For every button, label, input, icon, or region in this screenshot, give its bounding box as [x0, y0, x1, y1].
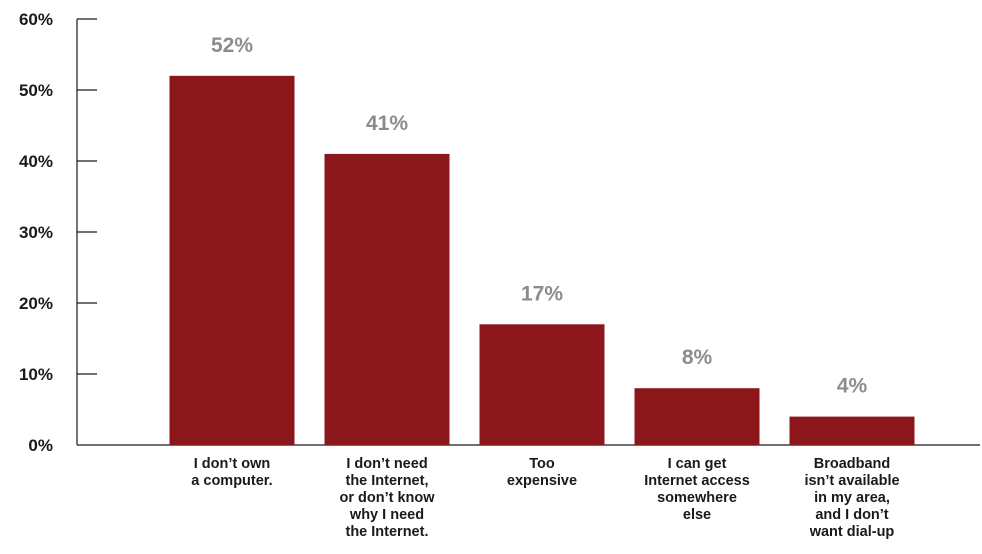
bars-group — [169, 75, 915, 446]
y-tick-label: 0% — [28, 436, 53, 455]
data-label: 41% — [366, 112, 408, 135]
y-tick-label: 10% — [19, 365, 53, 384]
data-label: 17% — [521, 282, 563, 305]
category-label-line: I can get — [668, 456, 727, 472]
category-label-line: Internet access — [644, 473, 750, 489]
labels-group: 52% I don’t own a computer. 41% I don’t need… — [191, 34, 899, 540]
category-label-line: I don’t need — [346, 456, 427, 472]
bar — [634, 388, 760, 445]
category-label-line: want dial-up — [809, 524, 895, 540]
category-label-line: somewhere — [657, 490, 737, 506]
category-label-line: I don’t own — [194, 456, 271, 472]
data-label: 8% — [682, 346, 713, 369]
category-label-line: why I need — [349, 507, 424, 523]
data-label: 52% — [211, 34, 253, 57]
y-tick-label: 50% — [19, 81, 53, 100]
category-label-line: Broadband — [814, 456, 891, 472]
category-label-line: the Internet, — [346, 473, 429, 489]
data-label: 4% — [837, 375, 868, 398]
category-label: I don’t need the Internet, or don’t know wh… — [339, 456, 435, 540]
category-label: I don’t own a computer. — [191, 456, 272, 489]
bar — [789, 416, 915, 445]
category-label-line: isn’t available — [804, 473, 899, 489]
category-label-line: in my area, — [814, 490, 890, 506]
y-tick-label: 20% — [19, 294, 53, 313]
category-label: Broadband isn’t available in my area, and I… — [804, 456, 899, 540]
category-label-line: or don’t know — [339, 490, 435, 506]
y-tick-label: 40% — [19, 152, 53, 171]
category-label-line: and I don’t — [815, 507, 888, 523]
y-tick-label: 30% — [19, 223, 53, 242]
bar — [169, 75, 295, 446]
category-label-line: a computer. — [191, 473, 272, 489]
bar — [324, 153, 450, 445]
y-tick-label: 60% — [19, 10, 53, 29]
category-label-line: Too — [529, 456, 555, 472]
category-label: Too expensive — [507, 456, 577, 489]
bar — [479, 324, 605, 445]
category-label-line: expensive — [507, 473, 577, 489]
category-label-line: the Internet. — [346, 524, 429, 540]
category-label-line: else — [683, 507, 711, 523]
category-label: I can get Internet access somewhere else — [644, 456, 750, 523]
